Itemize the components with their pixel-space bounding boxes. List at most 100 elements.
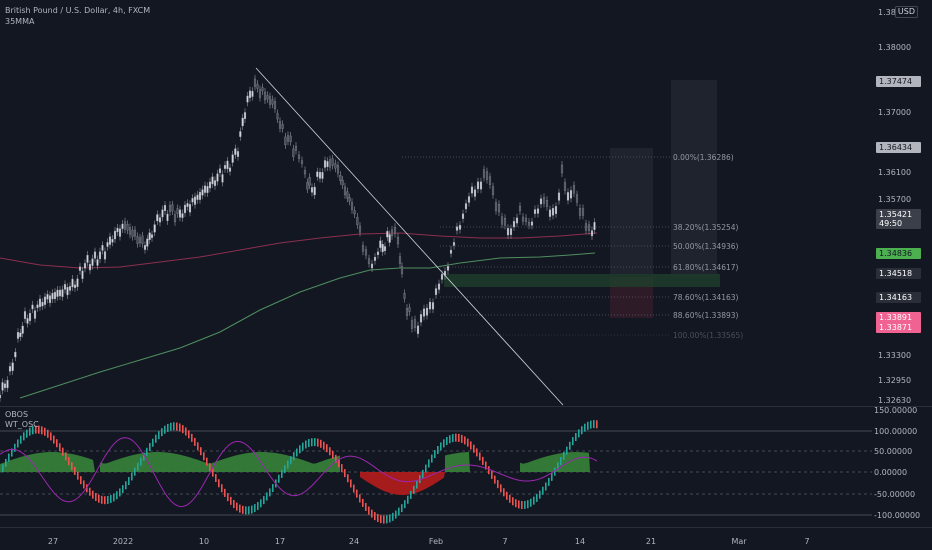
osc-bar [455, 433, 457, 442]
osc-bar [125, 481, 127, 490]
price-tick[interactable]: 1.32630 [878, 396, 911, 405]
candle-body [111, 238, 114, 243]
price-tick-top[interactable]: 1.38 [878, 8, 896, 17]
candle-body [231, 154, 234, 163]
price-tick[interactable]: 1.37000 [878, 108, 911, 117]
time-label[interactable]: 21 [646, 537, 656, 546]
indicator-label: 35MMA [5, 17, 35, 26]
osc-bar [269, 488, 271, 497]
candle-body [128, 227, 132, 235]
candle-body [584, 223, 588, 231]
candle-body [211, 176, 214, 185]
osc-bar [107, 495, 109, 504]
trend-line[interactable] [255, 67, 564, 406]
time-label[interactable]: 27 [48, 537, 58, 546]
candle-body [509, 228, 513, 236]
osc-bar [566, 446, 568, 455]
candle-body [336, 165, 340, 174]
price-tick[interactable]: 1.35700 [878, 195, 911, 204]
fib-label[interactable]: 78.60%(1.34163) [673, 293, 739, 302]
osc-bar [2, 464, 4, 473]
time-label[interactable]: Feb [429, 537, 443, 546]
osc-axis-label[interactable]: 0.00000 [874, 468, 907, 477]
candle-body [43, 296, 47, 305]
time-label[interactable]: 7 [502, 537, 507, 546]
candle-body [521, 216, 525, 222]
price-tag-label: 1.33871 [879, 323, 912, 332]
candle-body [367, 258, 371, 264]
price-axis[interactable]: 1.38000 1.37000 1.36100 1.35700 1.33300 1.329… [878, 8, 911, 405]
osc-bar [83, 480, 85, 489]
osc-axis-label[interactable]: -50.00000 [874, 490, 915, 499]
candle-body [503, 218, 507, 226]
candle-body [36, 304, 39, 309]
osc-bar [542, 486, 544, 495]
time-axis[interactable]: 27 2022 10 17 24 Feb 7 14 21 Mar 7 [48, 537, 810, 546]
time-label[interactable]: Mar [731, 537, 747, 546]
osc-bar [323, 441, 325, 450]
wt-oscillator [0, 420, 598, 524]
fib-label[interactable]: 50.00%(1.34936) [673, 242, 739, 251]
candle-body [234, 148, 237, 155]
candle-body [256, 83, 259, 89]
osc-bar [449, 435, 451, 444]
time-label[interactable]: 2022 [113, 537, 133, 546]
candle-body [241, 117, 244, 127]
osc-bar [296, 448, 298, 457]
candle-body [88, 264, 92, 271]
osc-bar [383, 515, 385, 524]
fib-label[interactable]: 100.00%(1.33565) [673, 331, 743, 340]
osc-axis-label[interactable]: -100.00000 [874, 511, 920, 520]
candle-body [113, 230, 117, 240]
candle-body [246, 95, 249, 103]
fib-retracement[interactable]: 0.00%(1.36286) 38.20%(1.35254) 50.00%(1.34… [402, 153, 743, 340]
osc-axis-label[interactable]: 100.00000 [874, 427, 917, 436]
candle-body [150, 234, 154, 238]
osc-bar [44, 427, 46, 436]
candle-body [396, 237, 400, 245]
osc-axis-label[interactable]: 150.00000 [874, 406, 917, 415]
price-tag-label: 1.34163 [879, 293, 912, 302]
price-tick[interactable]: 1.38000 [878, 43, 911, 52]
time-label[interactable]: 7 [804, 537, 809, 546]
fib-label[interactable]: 61.80%(1.34617) [673, 263, 739, 272]
candle-body [83, 263, 87, 269]
osc-bar [374, 512, 376, 521]
fib-label[interactable]: 0.00%(1.36286) [673, 153, 734, 162]
candle-body [118, 228, 122, 237]
osc-bar [422, 469, 424, 478]
currency-button[interactable]: USD [894, 6, 918, 18]
price-tick[interactable]: 1.33300 [878, 351, 911, 360]
time-label[interactable]: 10 [199, 537, 209, 546]
osc-bar [377, 513, 379, 522]
osc-bar [104, 496, 106, 505]
osc-bar [245, 506, 247, 515]
price-tick[interactable]: 1.32950 [878, 376, 911, 385]
time-label[interactable]: 24 [349, 537, 359, 546]
osc-bar [116, 491, 118, 500]
candle-body [388, 234, 391, 243]
fib-label[interactable]: 38.20%(1.35254) [673, 223, 739, 232]
osc-bar [158, 431, 160, 440]
osc-bar [512, 497, 514, 506]
price-tick[interactable]: 1.36100 [878, 168, 911, 177]
time-label[interactable]: 17 [275, 537, 285, 546]
time-label[interactable]: 14 [575, 537, 585, 546]
osc-bar [197, 442, 199, 451]
fib-label[interactable]: 88.60%(1.33893) [673, 311, 739, 320]
osc-bar [554, 467, 556, 476]
position-boxes[interactable] [444, 80, 720, 318]
osc-bar [524, 500, 526, 509]
osc-bar [149, 443, 151, 452]
oscillator-axis[interactable]: 150.00000 100.00000 50.00000 0.00000 -50.000… [874, 406, 920, 520]
candle-body [297, 154, 301, 159]
osc-bar [560, 457, 562, 466]
osc-bar [212, 468, 214, 477]
candle-body [216, 173, 219, 182]
osc-axis-label[interactable]: 50.00000 [874, 447, 912, 456]
candle-body [593, 222, 596, 230]
candle-body [292, 148, 295, 157]
candle-body [350, 202, 354, 210]
